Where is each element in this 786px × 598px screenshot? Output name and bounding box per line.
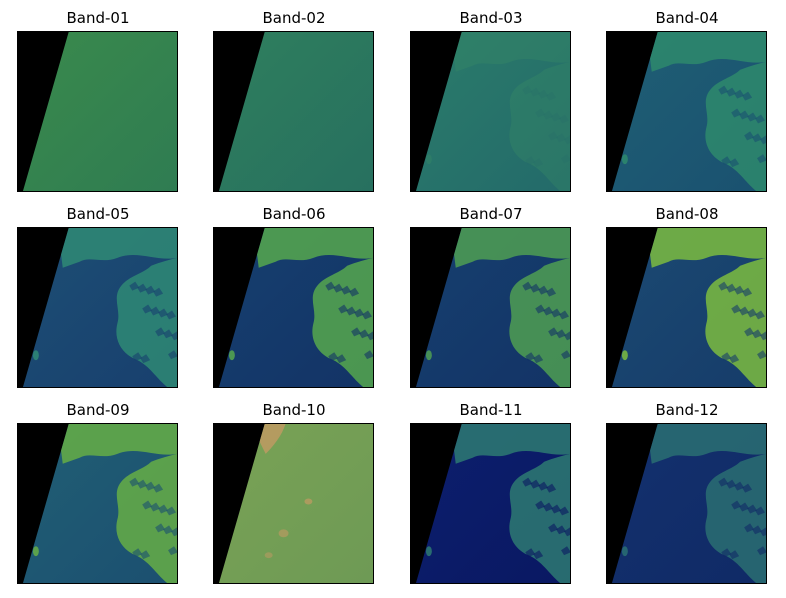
band-image xyxy=(410,31,571,192)
band-image xyxy=(213,423,374,584)
band-title: Band-03 xyxy=(459,9,523,27)
band-image xyxy=(213,31,374,192)
band-title: Band-11 xyxy=(459,401,523,419)
band-title: Band-02 xyxy=(262,9,326,27)
band-image xyxy=(606,423,767,584)
band-image xyxy=(410,227,571,388)
band-title: Band-12 xyxy=(655,401,719,419)
band-image xyxy=(410,423,571,584)
band-title: Band-01 xyxy=(66,9,130,27)
band-title: Band-09 xyxy=(66,401,130,419)
band-image xyxy=(606,31,767,192)
band-title: Band-07 xyxy=(459,205,523,223)
band-image xyxy=(17,31,178,192)
band-title: Band-05 xyxy=(66,205,130,223)
band-title: Band-06 xyxy=(262,205,326,223)
band-title: Band-04 xyxy=(655,9,719,27)
band-image xyxy=(606,227,767,388)
band-title: Band-10 xyxy=(262,401,326,419)
band-image xyxy=(213,227,374,388)
band-title: Band-08 xyxy=(655,205,719,223)
band-image xyxy=(17,423,178,584)
band-image xyxy=(17,227,178,388)
